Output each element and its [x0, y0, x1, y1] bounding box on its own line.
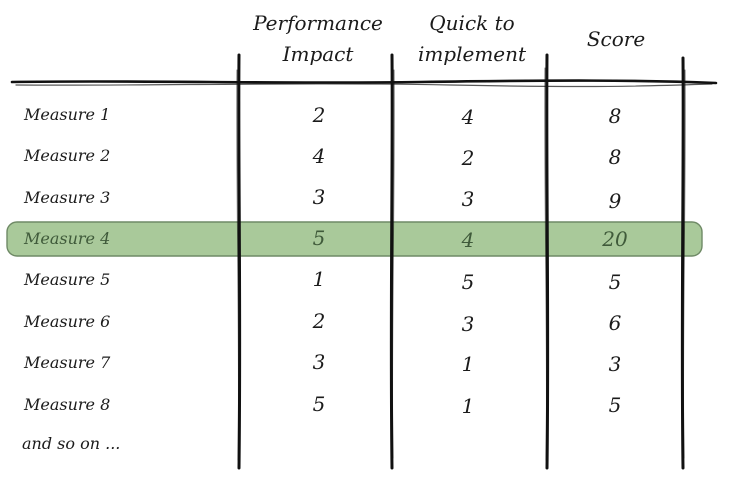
cell-score: 20 — [602, 227, 628, 251]
cell-score: 8 — [608, 145, 622, 169]
cell-quick: 1 — [461, 394, 475, 418]
cell-performance: 2 — [312, 103, 326, 127]
cell-score: 9 — [608, 189, 622, 213]
cell-quick: 1 — [461, 352, 475, 376]
cell-score: 3 — [608, 352, 622, 376]
cell-performance: 3 — [312, 185, 326, 209]
header-rule — [10, 79, 718, 88]
column-dividers — [236, 53, 686, 470]
row-label: Measure 1 — [24, 105, 111, 124]
header-performance-impact: Performance Impact — [238, 8, 398, 70]
cell-score: 5 — [608, 270, 622, 294]
cell-score: 6 — [608, 311, 622, 335]
row-label: Measure 2 — [24, 146, 111, 165]
cell-quick: 5 — [461, 270, 475, 294]
header-quick-to-implement: Quick to implement — [397, 8, 547, 70]
cell-performance: 5 — [312, 226, 326, 250]
row-label: Measure 6 — [24, 312, 111, 331]
row-label: Measure 8 — [24, 395, 111, 414]
header-quick-line2: implement — [417, 42, 527, 66]
header-performance-line1: Performance — [253, 11, 383, 35]
header-performance-line2: Impact — [282, 42, 354, 66]
cell-quick: 4 — [461, 228, 475, 252]
divider-middle — [389, 53, 394, 470]
row-label: Measure 4 — [24, 229, 111, 248]
cell-score: 5 — [608, 393, 622, 417]
cell-performance: 2 — [312, 309, 326, 333]
divider-right — [545, 53, 550, 470]
cell-performance: 4 — [312, 144, 326, 168]
row-label: Measure 5 — [24, 270, 111, 289]
cell-performance: 3 — [312, 350, 326, 374]
divider-far-right — [680, 56, 685, 470]
header-score: Score — [586, 27, 646, 51]
cell-quick: 3 — [461, 312, 475, 336]
cell-score: 8 — [608, 104, 622, 128]
cell-quick: 4 — [461, 105, 475, 129]
row-label: Measure 7 — [24, 353, 111, 372]
header-quick-line1: Quick to — [429, 11, 515, 35]
row-label: Measure 3 — [24, 188, 111, 207]
cell-performance: 5 — [312, 392, 326, 416]
cell-quick: 3 — [461, 187, 475, 211]
highlight-band — [6, 221, 703, 257]
footer-note: and so on ... — [22, 434, 121, 453]
divider-left — [237, 53, 242, 470]
cell-quick: 2 — [461, 146, 475, 170]
cell-performance: 1 — [312, 267, 326, 291]
